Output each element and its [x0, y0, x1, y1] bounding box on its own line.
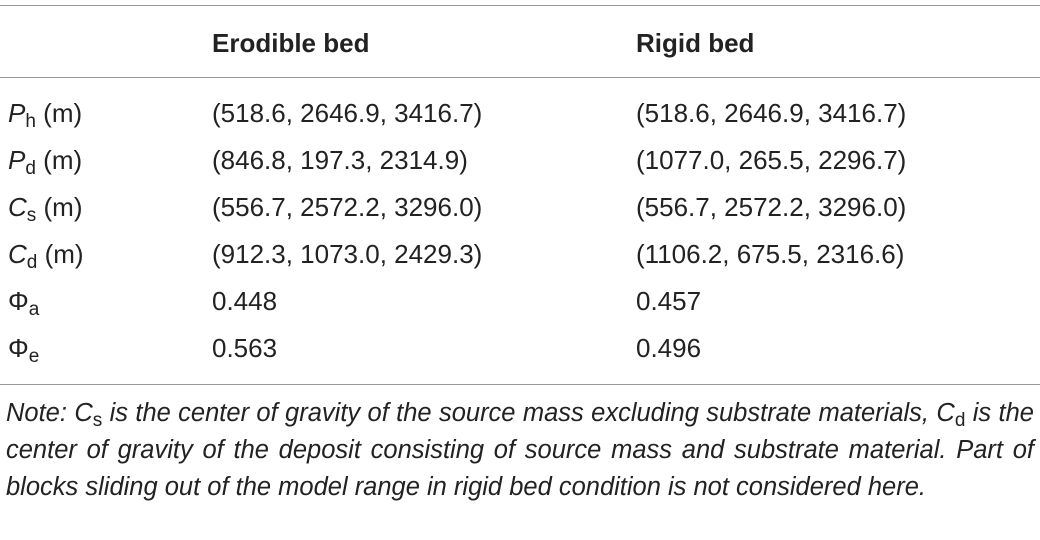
- note-text: Note:: [6, 399, 75, 427]
- unit: (m): [43, 98, 83, 128]
- bottom-rule: [0, 384, 1040, 385]
- table-cell: 0.496: [636, 333, 702, 363]
- table-cell: 0.457: [636, 286, 702, 316]
- table-cell: 0.563: [212, 333, 278, 363]
- row-label: Pd (m): [8, 145, 83, 178]
- subscript: d: [954, 410, 966, 431]
- table-cell: 0.448: [212, 286, 278, 316]
- note-text: C: [936, 399, 955, 427]
- row-label: Φe: [8, 333, 39, 366]
- symbol: P: [8, 98, 26, 128]
- subscript: a: [28, 299, 40, 320]
- note-text: is the center of gravity of the deposit …: [6, 399, 1034, 501]
- unit: (m): [44, 239, 84, 269]
- symbol: Φ: [8, 333, 29, 363]
- symbol: Φ: [8, 286, 29, 316]
- symbol: P: [8, 145, 26, 175]
- table-cell: (912.3, 1073.0, 2429.3): [212, 239, 483, 269]
- unit: (m): [43, 145, 83, 175]
- row-label: Φa: [8, 286, 39, 319]
- table-cell: (1077.0, 265.5, 2296.7): [636, 145, 907, 175]
- table-cell: (518.6, 2646.9, 3416.7): [636, 98, 907, 128]
- row-label: Cs (m): [8, 192, 83, 225]
- table-cell: (846.8, 197.3, 2314.9): [212, 145, 468, 175]
- header-rule: [0, 77, 1040, 78]
- column-header: Erodible bed: [212, 28, 370, 58]
- row-label: Ph (m): [8, 98, 83, 131]
- subscript: h: [25, 111, 36, 132]
- table-cell: (556.7, 2572.2, 3296.0): [212, 192, 483, 222]
- subscript: d: [25, 158, 36, 179]
- table-cell: (518.6, 2646.9, 3416.7): [212, 98, 483, 128]
- note-text: C: [74, 399, 93, 427]
- column-header: Rigid bed: [636, 28, 755, 58]
- table-cell: (556.7, 2572.2, 3296.0): [636, 192, 907, 222]
- note-text: is the center of gravity of the source m…: [102, 399, 937, 427]
- table-cell: (1106.2, 675.5, 2316.6): [636, 239, 905, 269]
- subscript: d: [26, 252, 38, 273]
- symbol: C: [8, 192, 27, 222]
- top-rule: [0, 5, 1040, 6]
- table-note: Note: Cs is the center of gravity of the…: [6, 395, 1034, 506]
- unit: (m): [43, 192, 83, 222]
- subscript: s: [26, 205, 37, 226]
- subscript: s: [92, 410, 103, 431]
- row-label: Cd (m): [8, 239, 84, 272]
- subscript: e: [28, 346, 40, 367]
- symbol: C: [8, 239, 27, 269]
